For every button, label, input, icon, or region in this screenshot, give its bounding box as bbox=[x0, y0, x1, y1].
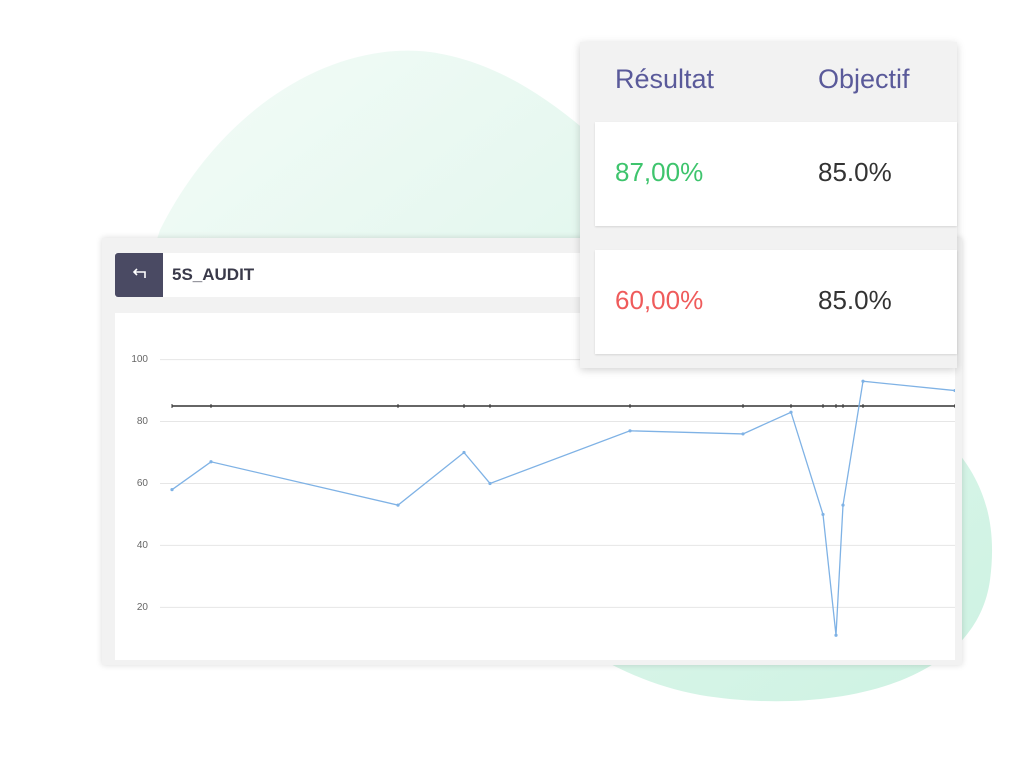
chart-title: 5S_AUDIT bbox=[172, 265, 255, 284]
objective-value: 85.0% bbox=[818, 285, 892, 315]
point bbox=[953, 388, 955, 393]
column-header: Résultat bbox=[615, 64, 715, 94]
objective-value: 85.0% bbox=[818, 157, 892, 187]
result-value: 60,00% bbox=[615, 285, 704, 315]
table-row bbox=[595, 122, 957, 226]
y-tick-label: 40 bbox=[137, 540, 149, 551]
point bbox=[209, 460, 213, 464]
point bbox=[789, 410, 793, 414]
point bbox=[834, 633, 838, 637]
point bbox=[628, 429, 632, 433]
point bbox=[741, 432, 745, 436]
column-header: Objectif bbox=[818, 64, 910, 94]
y-tick-label: 60 bbox=[137, 478, 149, 489]
point bbox=[170, 488, 174, 492]
chart: 20 40 60 80 100 bbox=[115, 313, 955, 660]
point bbox=[821, 512, 825, 517]
point bbox=[396, 503, 400, 507]
result-value: 87,00% bbox=[615, 157, 704, 187]
y-tick-label: 100 bbox=[131, 354, 148, 365]
back-button[interactable] bbox=[115, 253, 163, 297]
line bbox=[171, 380, 955, 636]
y-tick-label: 80 bbox=[137, 416, 149, 427]
point bbox=[488, 481, 492, 486]
point bbox=[841, 503, 845, 507]
y-tick-label: 20 bbox=[137, 602, 149, 613]
table-row bbox=[595, 250, 957, 354]
point bbox=[861, 379, 865, 383]
point bbox=[462, 450, 466, 455]
back-icon bbox=[132, 268, 146, 278]
